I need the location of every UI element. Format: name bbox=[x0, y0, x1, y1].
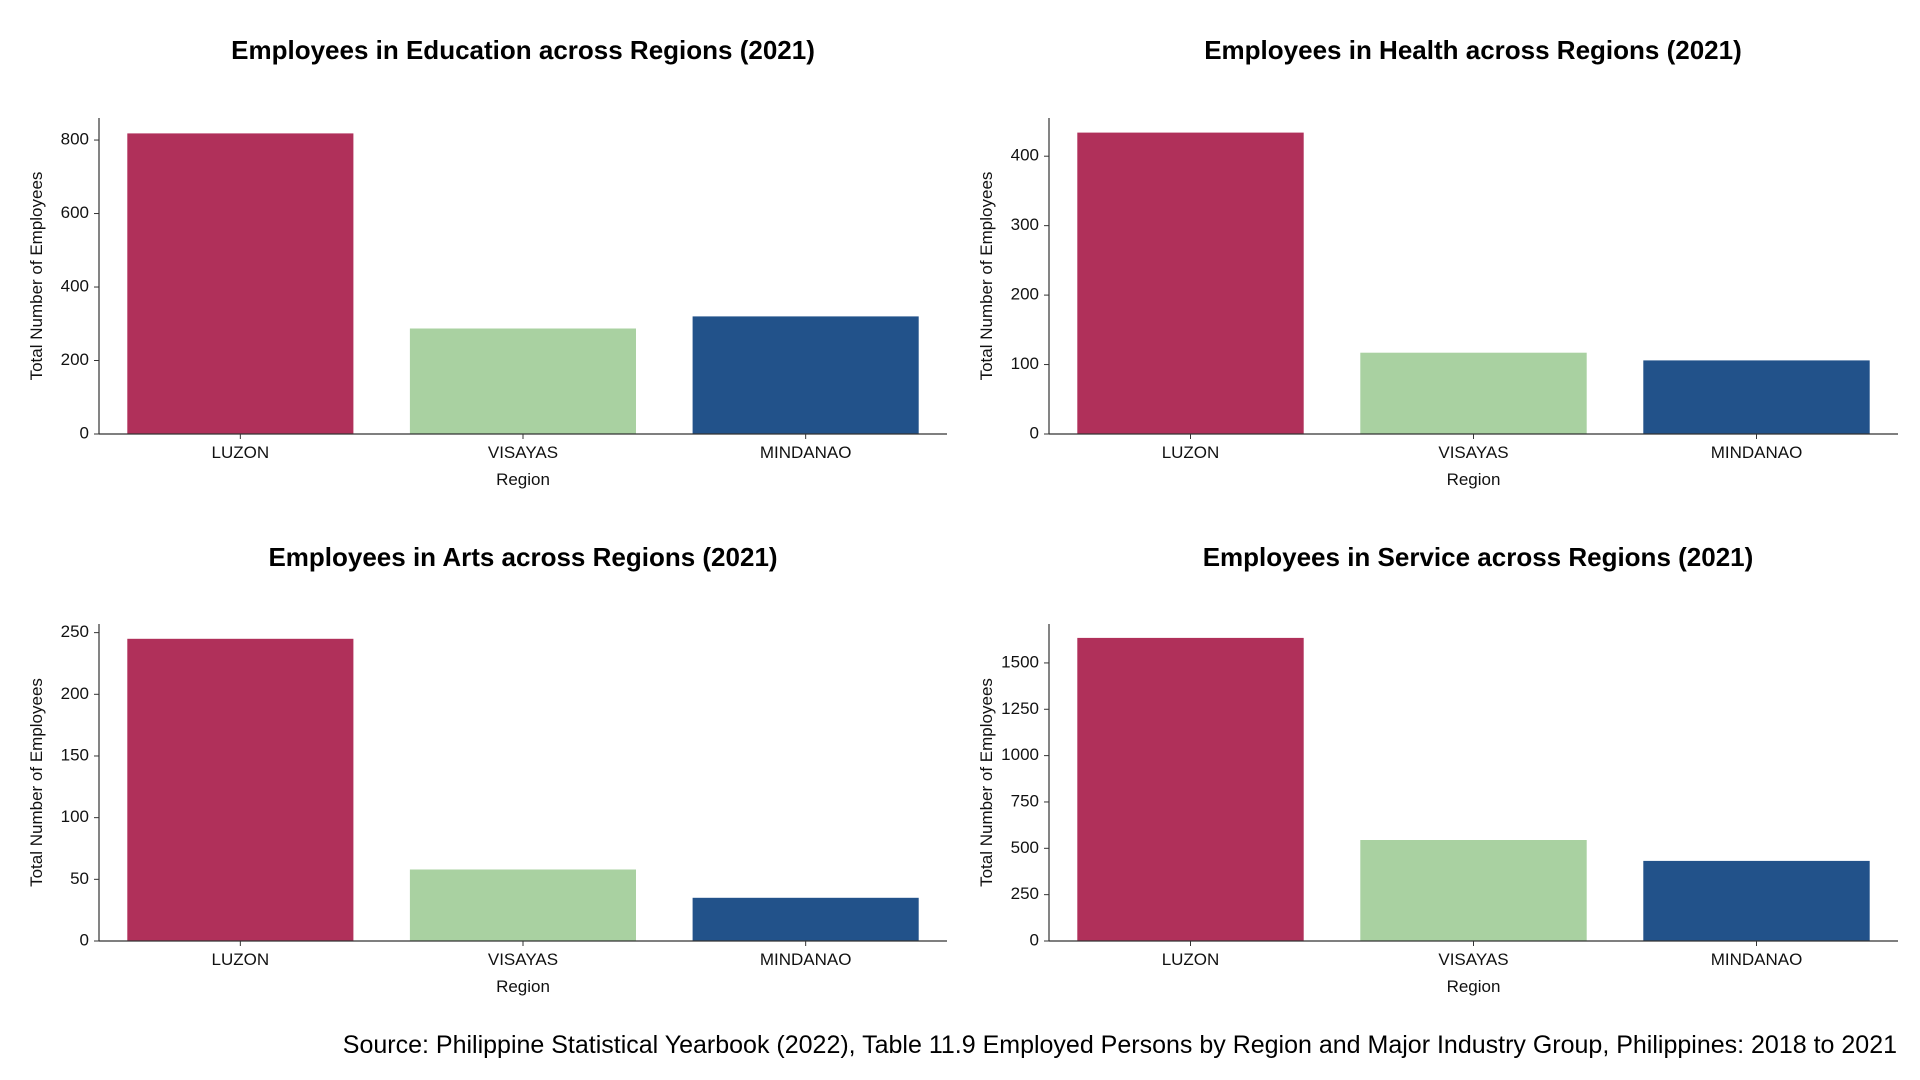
bar-visayas bbox=[409, 869, 636, 941]
y-tick-label: 200 bbox=[61, 684, 89, 703]
x-axis-label: Region bbox=[1447, 977, 1501, 996]
bar-luzon bbox=[127, 638, 354, 941]
x-tick-label: LUZON bbox=[1162, 950, 1220, 969]
x-tick-label: LUZON bbox=[212, 443, 270, 462]
y-tick-label: 1000 bbox=[1001, 745, 1039, 764]
chart-panel-service: Employees in Service across Regions (202… bbox=[977, 542, 1898, 996]
y-tick-label: 250 bbox=[1011, 884, 1039, 903]
y-tick-label: 0 bbox=[1030, 423, 1039, 442]
y-tick-label: 100 bbox=[61, 807, 89, 826]
chart-title: Employees in Arts across Regions (2021) bbox=[268, 542, 777, 572]
y-tick-label: 200 bbox=[61, 350, 89, 369]
x-tick-label: VISAYAS bbox=[1438, 950, 1508, 969]
chart-panel-arts: Employees in Arts across Regions (2021) L… bbox=[27, 542, 947, 996]
y-tick-label: 250 bbox=[61, 622, 89, 641]
x-axis-label: Region bbox=[496, 470, 550, 489]
x-tick-label: LUZON bbox=[212, 950, 270, 969]
bar-luzon bbox=[1077, 637, 1304, 941]
x-tick-label: MINDANAO bbox=[760, 950, 852, 969]
y-tick-label: 800 bbox=[61, 130, 89, 149]
chart-title: Employees in Education across Regions (2… bbox=[231, 35, 815, 65]
y-tick-label: 500 bbox=[1011, 838, 1039, 857]
y-tick-label: 300 bbox=[1011, 215, 1039, 234]
bar-visayas bbox=[409, 328, 636, 434]
x-tick-label: MINDANAO bbox=[1711, 443, 1803, 462]
y-axis-label: Total Number of Employees bbox=[977, 678, 996, 887]
y-axis-label: Total Number of Employees bbox=[27, 678, 46, 887]
bar-mindanao bbox=[1643, 360, 1870, 434]
x-tick-label: MINDANAO bbox=[1711, 950, 1803, 969]
x-tick-label: LUZON bbox=[1162, 443, 1220, 462]
y-axis-label: Total Number of Employees bbox=[27, 172, 46, 381]
y-tick-label: 0 bbox=[1030, 930, 1039, 949]
bar-visayas bbox=[1360, 840, 1587, 941]
x-axis-label: Region bbox=[496, 977, 550, 996]
y-tick-label: 0 bbox=[80, 930, 89, 949]
y-tick-label: 150 bbox=[61, 745, 89, 764]
x-axis-label: Region bbox=[1447, 470, 1501, 489]
bar-luzon bbox=[1077, 132, 1304, 434]
chart-title: Employees in Health across Regions (2021… bbox=[1204, 35, 1742, 65]
y-tick-label: 600 bbox=[61, 203, 89, 222]
y-tick-label: 0 bbox=[80, 423, 89, 442]
y-tick-label: 1250 bbox=[1001, 699, 1039, 718]
y-tick-label: 100 bbox=[1011, 354, 1039, 373]
y-tick-label: 50 bbox=[70, 869, 89, 888]
x-tick-label: VISAYAS bbox=[488, 443, 558, 462]
source-note: Source: Philippine Statistical Yearbook … bbox=[342, 1031, 1897, 1059]
x-tick-label: VISAYAS bbox=[1438, 443, 1508, 462]
chart-panel-education: Employees in Education across Regions (2… bbox=[27, 35, 947, 489]
bar-mindanao bbox=[1643, 860, 1870, 941]
y-tick-label: 400 bbox=[1011, 146, 1039, 165]
chart-panel-health: Employees in Health across Regions (2021… bbox=[977, 35, 1898, 489]
y-tick-label: 400 bbox=[61, 277, 89, 296]
chart-title: Employees in Service across Regions (202… bbox=[1203, 542, 1754, 572]
bar-visayas bbox=[1360, 352, 1587, 434]
x-tick-label: MINDANAO bbox=[760, 443, 852, 462]
bar-luzon bbox=[127, 133, 354, 434]
bar-mindanao bbox=[692, 316, 919, 434]
y-axis-label: Total Number of Employees bbox=[977, 172, 996, 381]
y-tick-label: 1500 bbox=[1001, 652, 1039, 671]
x-tick-label: VISAYAS bbox=[488, 950, 558, 969]
bar-mindanao bbox=[692, 897, 919, 941]
y-tick-label: 750 bbox=[1011, 791, 1039, 810]
y-tick-label: 200 bbox=[1011, 285, 1039, 304]
